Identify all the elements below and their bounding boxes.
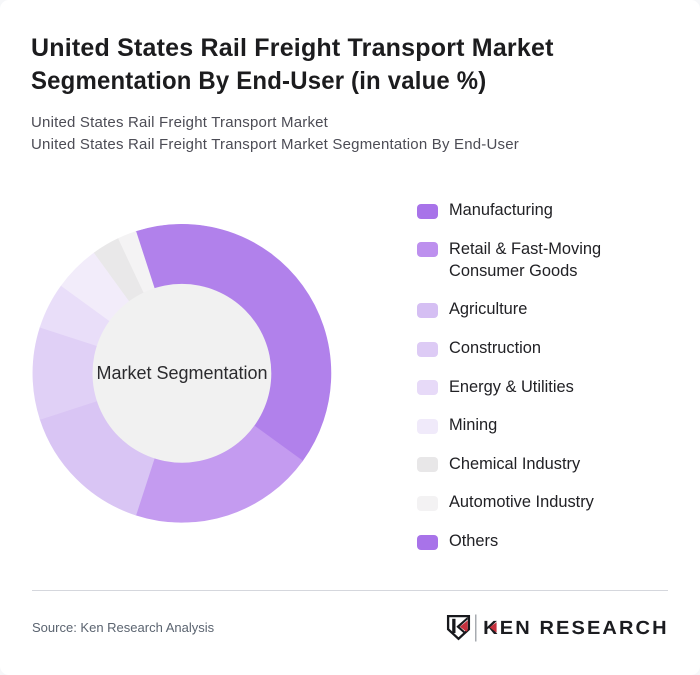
svg-text:KEN RESEARCH: KEN RESEARCH	[483, 618, 669, 639]
